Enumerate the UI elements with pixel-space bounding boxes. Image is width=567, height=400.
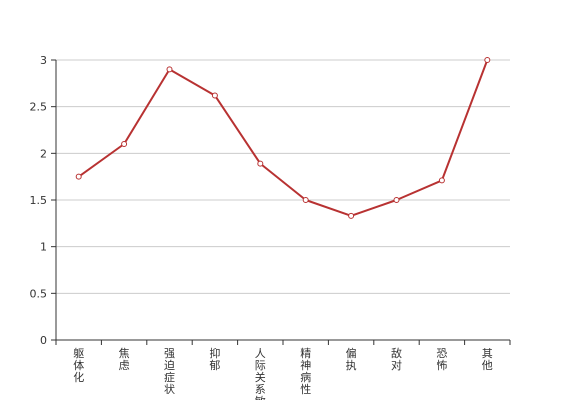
y-tick-label: 1 — [40, 241, 47, 254]
data-point — [484, 57, 491, 63]
series — [75, 57, 491, 219]
x-tick-label: 强迫症状 — [164, 347, 175, 396]
data-point — [166, 66, 173, 73]
data-point — [302, 197, 309, 203]
data-point — [438, 177, 445, 184]
x-tick-label: 焦虑 — [119, 347, 130, 372]
data-point — [121, 141, 128, 147]
y-tick-label: 2 — [40, 147, 47, 160]
data-point — [211, 92, 218, 99]
y-tick-label: 0.5 — [30, 287, 48, 300]
data-point — [75, 173, 82, 180]
x-tick-label: 人际关系敏感 — [255, 347, 266, 400]
y-tick-label: 1.5 — [30, 194, 48, 207]
data-point — [348, 212, 355, 219]
x-tick-label: 抑郁 — [209, 346, 220, 372]
y-tick-label: 3 — [40, 54, 47, 67]
y-tick-label: 0 — [40, 334, 47, 347]
y-tick-label: 2.5 — [30, 101, 48, 114]
y-tick-labels: 0 0.5 1 1.5 2 2.5 3 — [30, 54, 48, 347]
x-tick-label: 精神病性 — [300, 347, 311, 396]
series-line — [78, 59, 489, 217]
x-tick-label: 躯体化 — [73, 347, 84, 384]
axes — [51, 59, 511, 345]
x-tick-label: 敌对 — [391, 346, 402, 372]
x-tick-labels: 躯体化 焦虑 强迫症状 抑郁 人际关系敏感 精神病性 偏执 敌对 恐怖 其他 — [73, 346, 493, 400]
data-point — [393, 197, 400, 203]
x-tick-label: 恐怖 — [436, 347, 447, 372]
grid-lines — [56, 59, 510, 294]
data-point — [257, 160, 264, 167]
x-tick-label: 其他 — [482, 347, 493, 372]
x-tick-label: 偏执 — [346, 346, 357, 372]
